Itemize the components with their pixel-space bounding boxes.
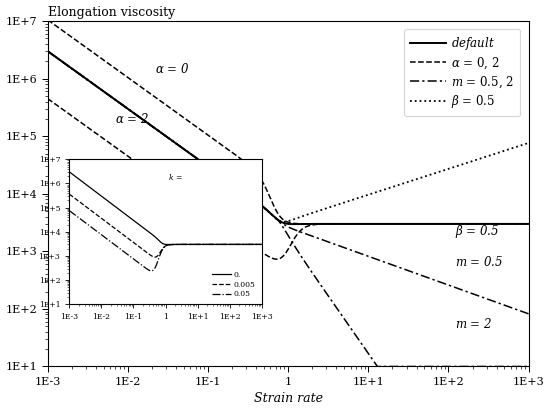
Text: $\alpha$ = 0: $\alpha$ = 0 [155, 62, 190, 76]
Legend: $\it{default}$, $\alpha$ = 0, 2, $m$ = 0.5, 2, $\beta$ = 0.5: $\it{default}$, $\alpha$ = 0, 2, $m$ = 0… [404, 29, 520, 116]
X-axis label: Strain rate: Strain rate [254, 393, 323, 405]
Text: $m$ = 2: $m$ = 2 [455, 317, 492, 331]
Text: $\beta$ = 0.5: $\beta$ = 0.5 [455, 223, 499, 240]
Text: $\alpha$ = 2: $\alpha$ = 2 [116, 112, 150, 126]
Text: $m$ = 0.5: $m$ = 0.5 [455, 255, 503, 269]
Text: Elongation viscosity: Elongation viscosity [48, 6, 175, 18]
